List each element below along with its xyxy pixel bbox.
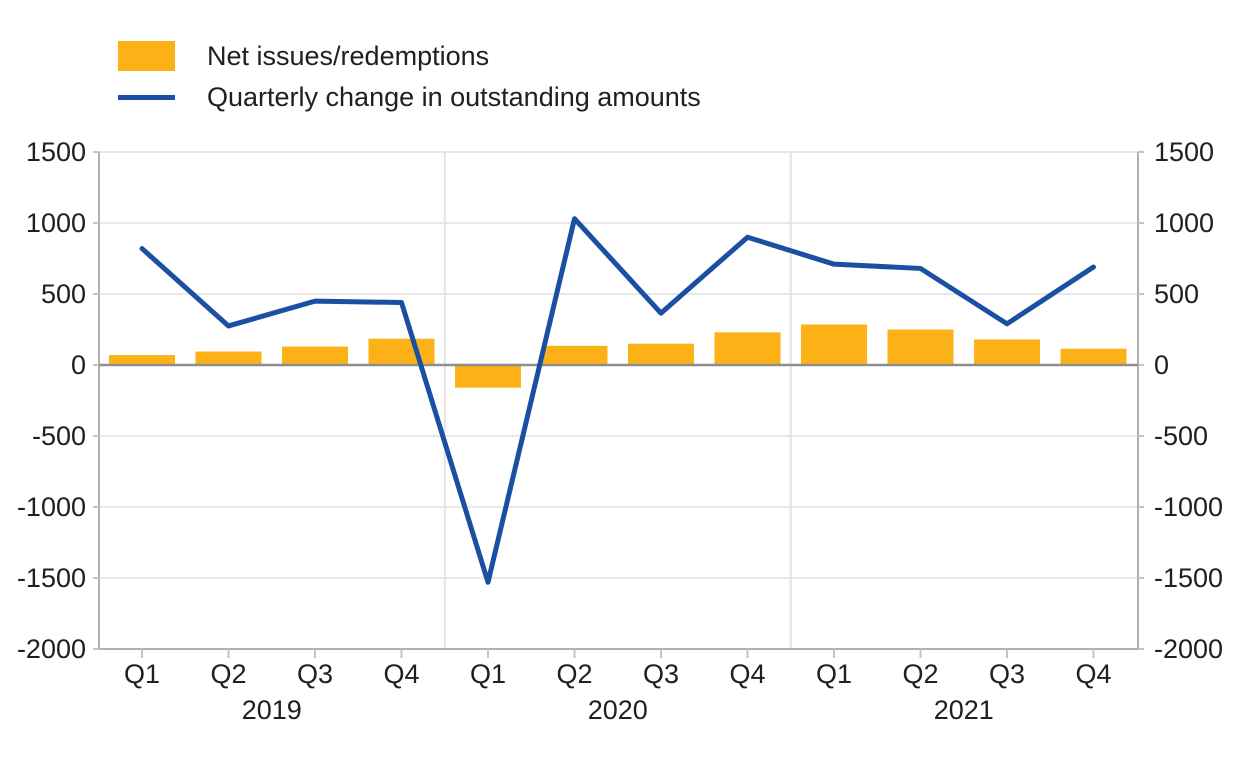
x-axis-label-quarter: Q4 — [383, 659, 419, 689]
line-series — [139, 216, 1096, 585]
x-axis-label-quarter: Q3 — [297, 659, 333, 689]
x-axis-label-quarter: Q3 — [643, 659, 679, 689]
bar-q1-2019 — [109, 355, 175, 365]
bar-q4-2021 — [1060, 348, 1127, 365]
y-axis-label-left: 1500 — [26, 137, 86, 167]
y-axis-label-right: 1000 — [1154, 208, 1214, 238]
x-axis-label-year: 2020 — [588, 695, 648, 725]
x-axis-label-quarter: Q4 — [729, 659, 765, 689]
y-axis-label-left: -1000 — [17, 492, 86, 522]
y-axis-label-right: -500 — [1154, 421, 1208, 451]
x-axis-label-year: 2021 — [934, 695, 994, 725]
x-axis-label-quarter: Q2 — [210, 659, 246, 689]
bar-q3-2019 — [282, 346, 348, 365]
bar-q1-2020 — [455, 365, 521, 388]
y-axis-label-right: 1500 — [1154, 137, 1214, 167]
x-axis-label-quarter: Q1 — [816, 659, 852, 689]
x-axis-label-quarter: Q1 — [470, 659, 506, 689]
bar-q2-2021 — [887, 329, 954, 365]
y-axis-label-right: 500 — [1154, 279, 1199, 309]
bar-q4-2020 — [714, 332, 781, 365]
y-axis-label-right: -1000 — [1154, 492, 1223, 522]
y-axis-label-left: 1000 — [26, 208, 86, 238]
x-axis-label-year: 2019 — [242, 695, 302, 725]
y-axis-label-left: 0 — [71, 350, 86, 380]
legend-line-swatch-cell — [118, 94, 175, 100]
bar-q4-2019 — [368, 338, 435, 365]
bar-q2-2020 — [541, 345, 608, 365]
bar-q1-2021 — [801, 324, 867, 365]
x-axis-label-quarter: Q4 — [1075, 659, 1111, 689]
chart-legend: Net issues/redemptions Quarterly change … — [118, 40, 701, 113]
bar-q3-2020 — [628, 343, 694, 365]
legend-entry-bars: Net issues/redemptions — [118, 40, 701, 72]
y-axis-label-right: 0 — [1154, 350, 1169, 380]
x-axis-label-quarter: Q3 — [989, 659, 1025, 689]
x-axis-label-quarter: Q1 — [124, 659, 160, 689]
legend-bar-swatch-cell — [118, 41, 175, 71]
x-axis-label-quarter: Q2 — [902, 659, 938, 689]
bar-q2-2019 — [195, 351, 262, 365]
bar-q3-2021 — [974, 339, 1040, 365]
line-series-swatch — [118, 94, 175, 100]
y-axis-label-left: -1500 — [17, 563, 86, 593]
legend-entry-line: Quarterly change in outstanding amounts — [118, 81, 701, 113]
legend-line-label: Quarterly change in outstanding amounts — [207, 82, 701, 112]
y-axis-label-right: -1500 — [1154, 563, 1223, 593]
y-axis-label-right: -2000 — [1154, 634, 1223, 664]
y-axis-label-left: 500 — [41, 279, 86, 309]
legend-bar-label: Net issues/redemptions — [207, 41, 490, 71]
y-axis-label-left: -500 — [32, 421, 86, 451]
x-axis-label-quarter: Q2 — [556, 659, 592, 689]
y-axis-label-left: -2000 — [17, 634, 86, 664]
bar-series-swatch — [118, 41, 175, 71]
